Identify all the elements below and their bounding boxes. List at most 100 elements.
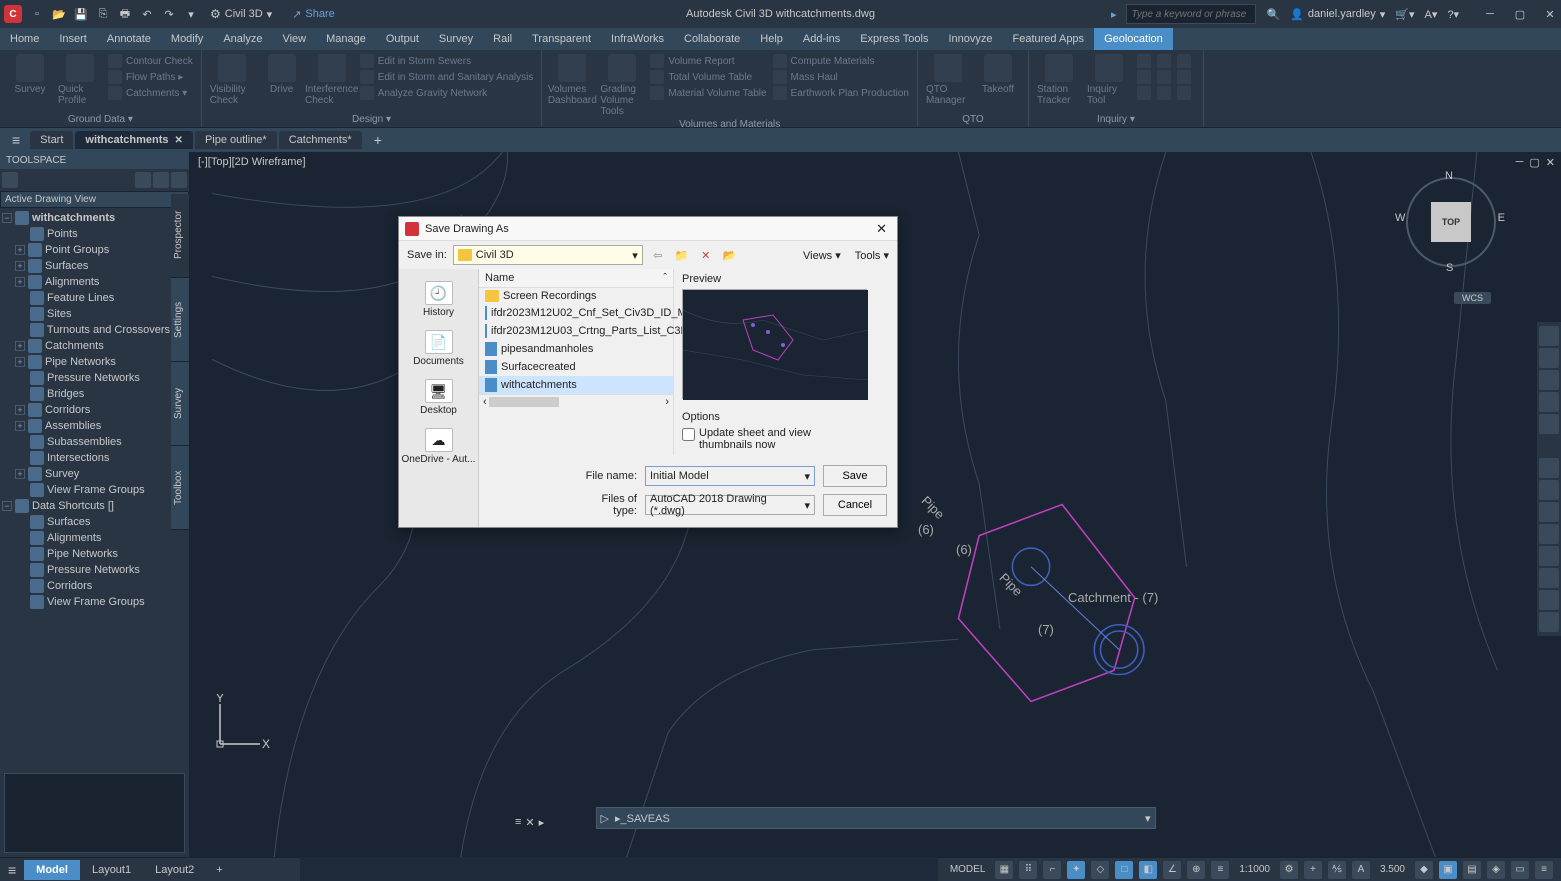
wcs-badge[interactable]: WCS xyxy=(1454,292,1491,304)
chevron-down-icon[interactable]: ▾ xyxy=(804,470,810,483)
ribbon-panel-title[interactable]: Ground Data ▾ xyxy=(8,112,193,127)
tree-node[interactable]: +Alignments xyxy=(15,274,170,290)
qat-open-icon[interactable]: 📂 xyxy=(50,5,68,23)
close-button[interactable]: ✕ xyxy=(1543,8,1557,21)
tree-node[interactable]: +Corridors xyxy=(15,402,170,418)
nav-pan-icon[interactable] xyxy=(1539,348,1559,368)
qat-redo-icon[interactable]: ↷ xyxy=(160,5,178,23)
nav-orbit-icon[interactable] xyxy=(1539,392,1559,412)
qat-undo-icon[interactable]: ↶ xyxy=(138,5,156,23)
ribbon-button[interactable]: Inquiry Tool xyxy=(1087,54,1131,106)
ribbon-button[interactable]: Catchments ▾ xyxy=(108,86,193,100)
new-folder-button[interactable]: 📂 xyxy=(721,246,739,264)
horizontal-scrollbar[interactable]: ‹ › xyxy=(479,394,673,408)
ribbon-button[interactable] xyxy=(1137,54,1151,68)
new-tab-button[interactable]: + xyxy=(364,132,392,148)
scale-label[interactable]: 1:1000 xyxy=(1235,864,1274,875)
minimize-button[interactable]: ─ xyxy=(1483,8,1497,21)
ribbon-tab-innovyze[interactable]: Innovyze xyxy=(938,28,1002,50)
toolspace-tab-survey[interactable]: Survey xyxy=(171,362,189,446)
tool-6-icon[interactable] xyxy=(1539,568,1559,588)
tool-8-icon[interactable] xyxy=(1539,612,1559,632)
sb-a-icon[interactable]: A xyxy=(1352,861,1370,879)
ribbon-tab-modify[interactable]: Modify xyxy=(161,28,213,50)
ribbon-tab-analyze[interactable]: Analyze xyxy=(213,28,272,50)
tree-node[interactable]: Points xyxy=(15,226,170,242)
tool-7-icon[interactable] xyxy=(1539,590,1559,610)
sb-3dosnap-icon[interactable]: ◧ xyxy=(1139,861,1157,879)
app-logo[interactable]: C xyxy=(4,5,22,23)
ribbon-button[interactable] xyxy=(1177,70,1191,84)
new-layout-button[interactable]: + xyxy=(206,864,232,876)
tool-2-icon[interactable] xyxy=(1539,480,1559,500)
tree-node[interactable]: +Catchments xyxy=(15,338,170,354)
file-row[interactable]: ifdr2023M12U03_Crtng_Parts_List_C3D.docx xyxy=(479,322,673,340)
sb-clean-icon[interactable]: ▭ xyxy=(1511,861,1529,879)
expand-icon[interactable]: + xyxy=(15,421,25,431)
ribbon-tab-output[interactable]: Output xyxy=(376,28,429,50)
tree-node[interactable]: +Point Groups xyxy=(15,242,170,258)
ribbon-button[interactable]: Takeoff xyxy=(976,54,1020,95)
qat-new-icon[interactable]: ▫ xyxy=(28,5,46,23)
tree-node[interactable]: Pressure Networks xyxy=(15,562,170,578)
ribbon-panel-title[interactable]: QTO xyxy=(926,112,1020,127)
ribbon-tab-featured-apps[interactable]: Featured Apps xyxy=(1003,28,1095,50)
ribbon-button[interactable]: Total Volume Table xyxy=(650,70,766,84)
place-item[interactable]: 🖥Desktop xyxy=(399,373,478,422)
close-tab-icon[interactable]: ✕ xyxy=(175,135,183,146)
expand-icon[interactable]: + xyxy=(15,261,25,271)
collapse-icon[interactable]: − xyxy=(2,213,12,223)
sb-monitor-icon[interactable]: ▣ xyxy=(1439,861,1457,879)
ribbon-button[interactable] xyxy=(1137,70,1151,84)
tree-node[interactable]: +Surfaces xyxy=(15,258,170,274)
sb-polar-icon[interactable]: ✦ xyxy=(1067,861,1085,879)
help-icon[interactable]: ?▾ xyxy=(1447,8,1459,21)
toolspace-view-select[interactable]: Active Drawing View ▾ xyxy=(0,191,189,208)
sb-ortho-icon[interactable]: ⌐ xyxy=(1043,861,1061,879)
document-tab[interactable]: Catchments* xyxy=(279,131,362,149)
qat-plot-icon[interactable]: 🖶 xyxy=(116,5,134,23)
sb-custom-icon[interactable]: ≡ xyxy=(1535,861,1553,879)
layout-menu-icon[interactable]: ≡ xyxy=(0,862,24,878)
sb-hw-icon[interactable]: ◈ xyxy=(1487,861,1505,879)
toolspace-tab-toolbox[interactable]: Toolbox xyxy=(171,446,189,530)
tool-5-icon[interactable] xyxy=(1539,546,1559,566)
name-column-header[interactable]: Name xyxy=(485,272,514,284)
qat-save-icon[interactable]: 💾 xyxy=(72,5,90,23)
ribbon-button[interactable] xyxy=(1157,86,1171,100)
sb-lwt-icon[interactable]: ≡ xyxy=(1211,861,1229,879)
update-thumbnails-checkbox[interactable]: Update sheet and view thumbnails now xyxy=(682,427,889,451)
place-item[interactable]: 🕘History xyxy=(399,275,478,324)
command-line[interactable]: ▷ ▸_SAVEAS ▾ xyxy=(596,807,1156,829)
document-tab[interactable]: Pipe outline* xyxy=(195,131,277,149)
tree-node[interactable]: Turnouts and Crossovers xyxy=(15,322,170,338)
viewcube-face[interactable]: TOP xyxy=(1431,202,1471,242)
collapse-icon[interactable]: − xyxy=(2,501,12,511)
place-item[interactable]: ☁OneDrive - Aut... xyxy=(399,422,478,471)
up-folder-button[interactable]: 📁 xyxy=(673,246,691,264)
filetype-dropdown[interactable]: AutoCAD 2018 Drawing (*.dwg) ▾ xyxy=(645,495,815,515)
tree-node[interactable]: Bridges xyxy=(15,386,170,402)
checkbox-input[interactable] xyxy=(682,428,695,441)
tree-node[interactable]: +Pipe Networks xyxy=(15,354,170,370)
file-row[interactable]: ifdr2023M12U02_Cnf_Set_Civ3D_ID_Md xyxy=(479,304,673,322)
tree-node[interactable]: Intersections xyxy=(15,450,170,466)
tool-1-icon[interactable] xyxy=(1539,458,1559,478)
ribbon-button[interactable]: QTO Manager xyxy=(926,54,970,106)
tree-node[interactable]: Corridors xyxy=(15,578,170,594)
model-space-label[interactable]: MODEL xyxy=(946,864,990,875)
back-button[interactable]: ⇦ xyxy=(649,246,667,264)
expand-icon[interactable]: + xyxy=(15,469,25,479)
toolspace-help-icon[interactable] xyxy=(171,172,187,188)
expand-icon[interactable]: + xyxy=(15,245,25,255)
place-item[interactable]: 📄Documents xyxy=(399,324,478,373)
tree-node[interactable]: Sites xyxy=(15,306,170,322)
ribbon-tab-insert[interactable]: Insert xyxy=(49,28,97,50)
ribbon-button[interactable]: Mass Haul xyxy=(773,70,909,84)
ribbon-tab-annotate[interactable]: Annotate xyxy=(97,28,161,50)
ribbon-tab-view[interactable]: View xyxy=(272,28,316,50)
chevron-down-icon[interactable]: ▾ xyxy=(804,499,810,512)
cmd-history-toggle[interactable]: ≡✕▸ xyxy=(515,816,544,829)
sb-gear-icon[interactable]: ⚙ xyxy=(1280,861,1298,879)
sb-grid-icon[interactable]: ▦ xyxy=(995,861,1013,879)
